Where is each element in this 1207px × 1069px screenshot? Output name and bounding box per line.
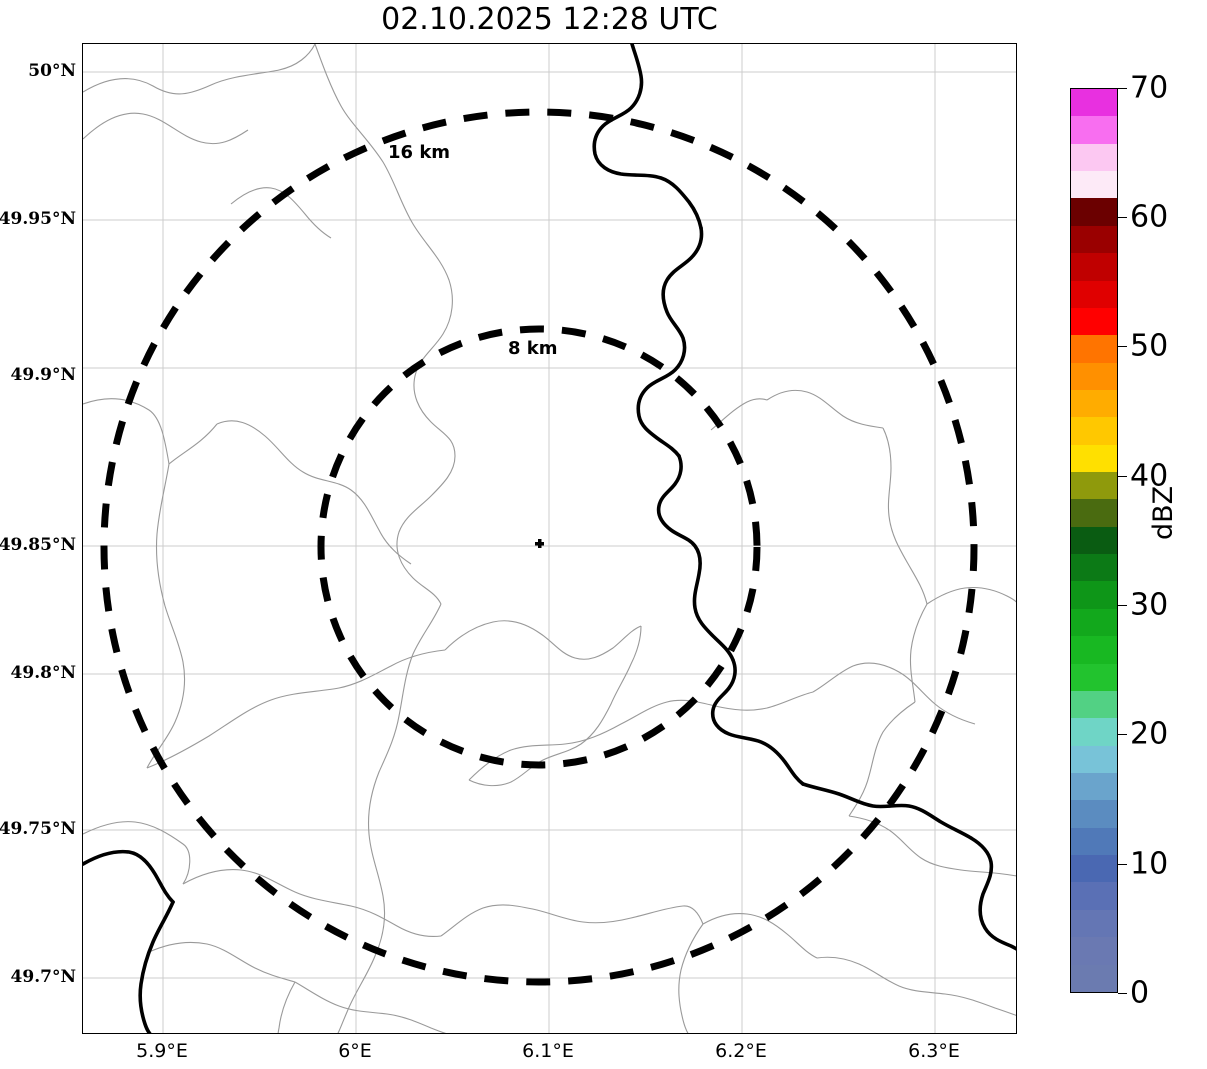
colorbar-tick-mark-30: [1118, 605, 1127, 606]
colorbar[interactable]: [1070, 88, 1118, 993]
colorbar-band: [1071, 827, 1117, 856]
colorbar-band: [1071, 143, 1117, 172]
colorbar-band: [1071, 690, 1117, 719]
colorbar-band: [1071, 718, 1117, 746]
range-ring-8km-label: 8 km: [508, 338, 558, 359]
colorbar-band: [1071, 335, 1117, 363]
colorbar-tick-mark-70: [1118, 88, 1127, 89]
colorbar-tick-label-20: 20: [1130, 716, 1169, 752]
colorbar-tick-mark-50: [1118, 346, 1127, 347]
xtick-label-6-2: 6.2°E: [715, 1040, 767, 1062]
colorbar-band: [1071, 444, 1117, 473]
colorbar-tick-label-30: 30: [1130, 587, 1169, 623]
colorbar-band: [1071, 417, 1117, 445]
xtick-label-5-9: 5.9°E: [136, 1040, 188, 1062]
map-gridlines: [83, 44, 1016, 1033]
range-ring-16km-label: 16 km: [388, 142, 451, 163]
colorbar-band: [1071, 171, 1117, 199]
colorbar-tick-label-40: 40: [1130, 458, 1169, 494]
colorbar-tick-label-60: 60: [1130, 199, 1169, 235]
colorbar-band: [1071, 472, 1117, 500]
radar-center-marker: [535, 539, 544, 548]
admin-boundaries: [83, 44, 1016, 1033]
colorbar-band: [1071, 362, 1117, 390]
ytick-label-49-8: 49.8°N: [10, 663, 76, 683]
colorbar-band: [1071, 745, 1117, 773]
colorbar-band: [1071, 554, 1117, 582]
xtick-label-6-1: 6.1°E: [522, 1040, 574, 1062]
colorbar-band: [1071, 89, 1117, 117]
colorbar-band: [1071, 116, 1117, 144]
colorbar-band: [1071, 253, 1117, 281]
colorbar-band: [1071, 307, 1117, 336]
ytick-label-49-7: 49.7°N: [10, 967, 76, 987]
colorbar-band: [1071, 225, 1117, 254]
xtick-label-6-3: 6.3°E: [908, 1040, 960, 1062]
map-plot-area[interactable]: 16 km 8 km: [82, 43, 1017, 1034]
range-ring-16km: [100, 108, 978, 986]
ytick-label-50: 50°N: [28, 61, 76, 81]
page-title: 02.10.2025 12:28 UTC: [381, 2, 718, 37]
ytick-label-49-75: 49.75°N: [0, 819, 76, 839]
range-ring-8km: [317, 325, 761, 769]
colorbar-tick-mark-10: [1118, 864, 1127, 865]
colorbar-tick-label-0: 0: [1130, 975, 1150, 1011]
colorbar-tick-label-70: 70: [1130, 70, 1169, 106]
colorbar-band: [1071, 882, 1117, 910]
colorbar-band: [1071, 499, 1117, 527]
colorbar-tick-mark-0: [1118, 993, 1127, 994]
colorbar-band: [1071, 772, 1117, 801]
colorbar-tick-label-50: 50: [1130, 328, 1169, 364]
ytick-label-49-95: 49.95°N: [0, 209, 76, 229]
colorbar-band: [1071, 663, 1117, 691]
colorbar-band: [1071, 581, 1117, 609]
colorbar-band: [1071, 964, 1117, 992]
xtick-label-6: 6°E: [338, 1040, 372, 1062]
colorbar-band: [1071, 855, 1117, 883]
colorbar-band: [1071, 800, 1117, 828]
colorbar-axis-label: dBZ: [1148, 485, 1179, 540]
colorbar-band: [1071, 526, 1117, 555]
colorbar-band: [1071, 909, 1117, 938]
colorbar-tick-mark-20: [1118, 734, 1127, 735]
colorbar-band: [1071, 389, 1117, 418]
ytick-label-49-9: 49.9°N: [10, 365, 76, 385]
colorbar-band: [1071, 198, 1117, 226]
colorbar-tick-mark-60: [1118, 217, 1127, 218]
colorbar-tick-mark-40: [1118, 476, 1127, 477]
colorbar-band: [1071, 280, 1117, 308]
map-canvas: [83, 44, 1016, 1033]
colorbar-band: [1071, 636, 1117, 664]
colorbar-band: [1071, 608, 1117, 637]
country-border: [83, 44, 1016, 1033]
ytick-label-49-85: 49.85°N: [0, 535, 76, 555]
colorbar-tick-label-10: 10: [1130, 846, 1169, 882]
colorbar-band: [1071, 937, 1117, 965]
